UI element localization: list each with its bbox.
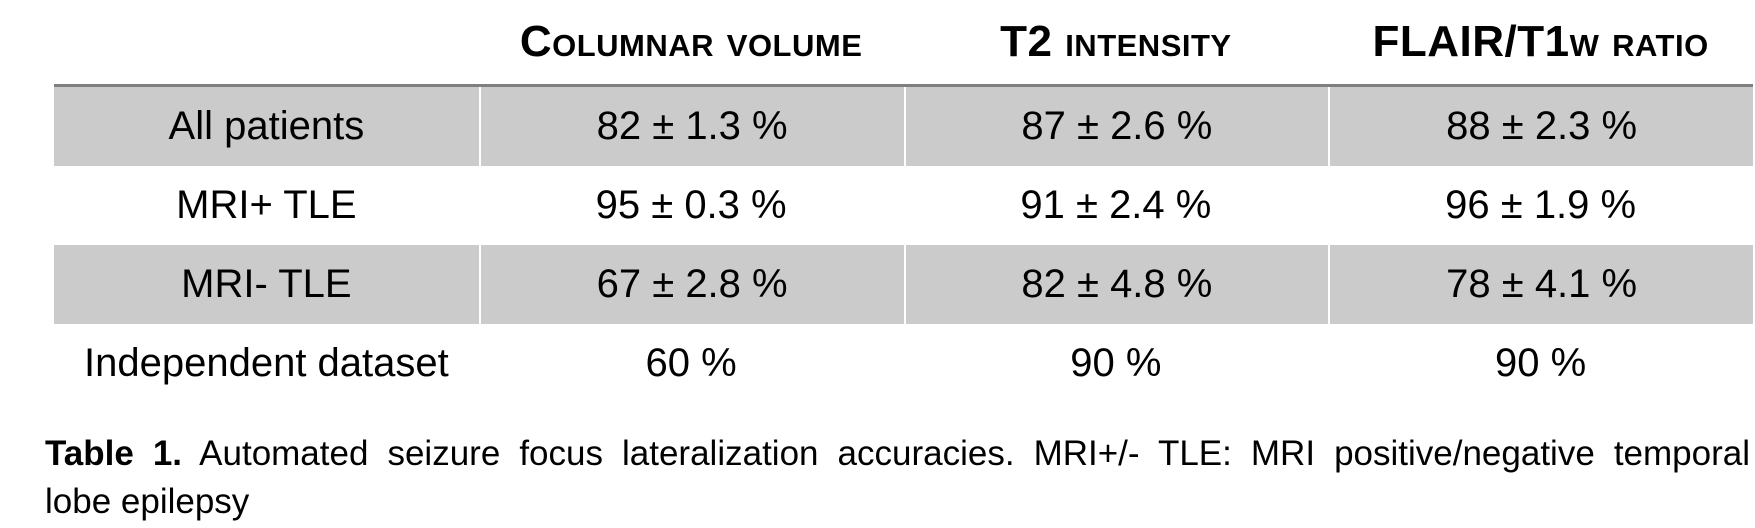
column-header-columnar-volume: Columnar volume xyxy=(519,17,863,66)
table-cell: 88 ± 2.3 % xyxy=(1328,87,1753,166)
caption-line-2: lobe epilepsy xyxy=(45,482,250,521)
row-label-cell: All patients xyxy=(168,104,365,148)
row-label-cell: Independent dataset xyxy=(83,341,449,385)
table-row-all-patients: All patients 82 ± 1.3 % 87 ± 2.6 % 88 ± … xyxy=(54,87,1753,166)
column-header-flair-t1w-ratio: FLAIR/T1w ratio xyxy=(1372,17,1709,66)
row-label-cell: MRI+ TLE xyxy=(176,183,357,227)
table-row-independent-dataset: Independent dataset 60 % 90 % 90 % xyxy=(54,324,1753,403)
header-rule xyxy=(54,84,1753,87)
row-label-cell: MRI- TLE xyxy=(181,262,352,306)
caption-line-1: Table 1. Automated seizure focus lateral… xyxy=(45,430,1750,478)
table-header-row: Columnar volume T2 intensity FLAIR/T1w r… xyxy=(54,0,1753,84)
table-cell: 90 % xyxy=(1070,341,1162,385)
table-cell: 95 ± 0.3 % xyxy=(595,183,787,227)
table-cell: 87 ± 2.6 % xyxy=(903,87,1329,166)
column-header-t2-intensity: T2 intensity xyxy=(1000,17,1232,66)
table-cell: 78 ± 4.1 % xyxy=(1328,245,1753,324)
table-caption: Table 1. Automated seizure focus lateral… xyxy=(45,430,1750,526)
header-empty-cell xyxy=(54,0,479,84)
table-cell: 67 ± 2.8 % xyxy=(478,245,904,324)
table-cell: 82 ± 1.3 % xyxy=(478,87,904,166)
table-row-mri-pos-tle: MRI+ TLE 95 ± 0.3 % 91 ± 2.4 % 96 ± 1.9 … xyxy=(54,166,1753,245)
table-cell: 82 ± 4.8 % xyxy=(903,245,1329,324)
results-table: Columnar volume T2 intensity FLAIR/T1w r… xyxy=(54,0,1753,403)
table-cell: 91 ± 2.4 % xyxy=(1020,183,1212,227)
table-cell: 90 % xyxy=(1495,341,1587,385)
table-cell: 60 % xyxy=(645,341,737,385)
table-cell: 96 ± 1.9 % xyxy=(1445,183,1637,227)
table-row-mri-neg-tle: MRI- TLE 67 ± 2.8 % 82 ± 4.8 % 78 ± 4.1 … xyxy=(54,245,1753,324)
caption-text: Automated seizure focus lateralization a… xyxy=(199,434,1750,473)
caption-label: Table 1. xyxy=(45,434,183,473)
